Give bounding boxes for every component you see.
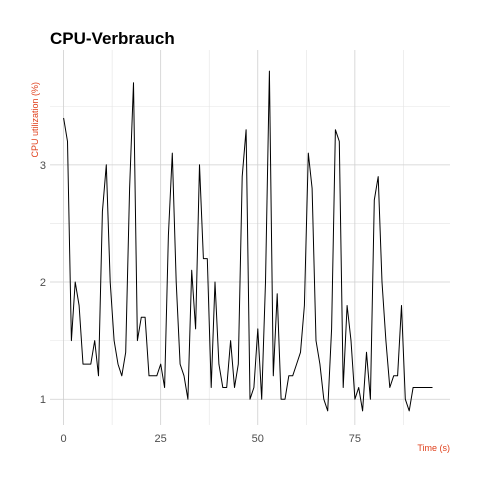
y-axis-title: CPU utilization (%) <box>30 82 40 158</box>
x-tick-label: 0 <box>61 433 67 445</box>
x-tick-label: 50 <box>252 433 264 445</box>
x-tick-label: 75 <box>349 433 361 445</box>
cpu-series-line <box>63 70 433 412</box>
y-tick-label: 3 <box>40 160 46 172</box>
tick-labels: 0 25 50 75 1 2 3 <box>40 160 361 445</box>
series-layer <box>63 70 433 412</box>
y-tick-label: 1 <box>40 394 46 406</box>
x-axis-title: Time (s) <box>417 443 450 453</box>
chart-title: CPU-Verbrauch <box>50 29 175 48</box>
x-tick-label: 25 <box>155 433 167 445</box>
y-tick-label: 2 <box>40 277 46 289</box>
grid <box>50 50 450 425</box>
